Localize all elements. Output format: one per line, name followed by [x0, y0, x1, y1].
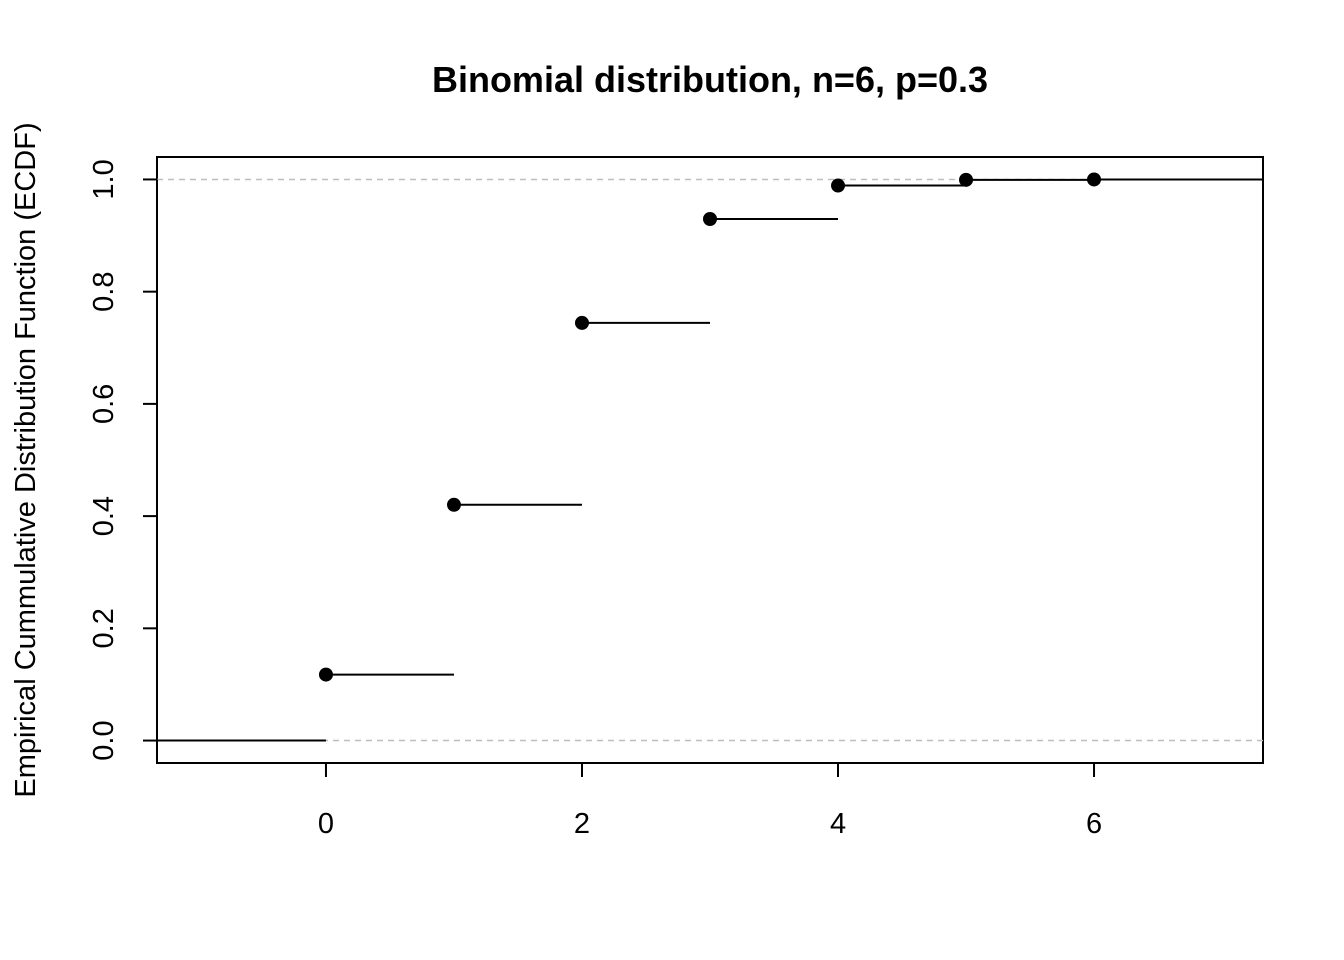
data-point-5 [959, 172, 974, 187]
y-tick-label-0.0: 0.0 [88, 720, 120, 760]
y-tick-label-0.4: 0.4 [88, 496, 120, 536]
data-point-0 [318, 667, 333, 682]
y-axis-label: Empirical Cummulative Distribution Funct… [10, 122, 42, 797]
y-tick-label-0.6: 0.6 [88, 384, 120, 424]
data-point-6 [1087, 172, 1102, 187]
y-axis: 0.0 0.2 0.4 0.6 0.8 1.0 [88, 159, 158, 761]
x-tick-label-6: 6 [1086, 808, 1102, 840]
y-tick-label-1.0: 1.0 [88, 159, 120, 199]
x-tick-label-0: 0 [318, 808, 334, 840]
data-point-2 [574, 315, 589, 330]
y-tick-label-0.8: 0.8 [88, 272, 120, 312]
data-point-1 [446, 497, 461, 512]
data-point-3 [703, 212, 717, 227]
x-tick-label-4: 4 [830, 808, 846, 840]
y-tick-label-0.2: 0.2 [88, 608, 120, 648]
chart-title: Binomial distribution, n=6, p=0.3 [432, 59, 988, 100]
reference-lines [157, 178, 1263, 742]
step-lines [157, 178, 1263, 742]
x-tick-label-2: 2 [574, 808, 590, 840]
x-axis: 0 2 4 6 [318, 762, 1102, 840]
data-point-4 [831, 178, 846, 193]
data-points [318, 172, 1102, 682]
